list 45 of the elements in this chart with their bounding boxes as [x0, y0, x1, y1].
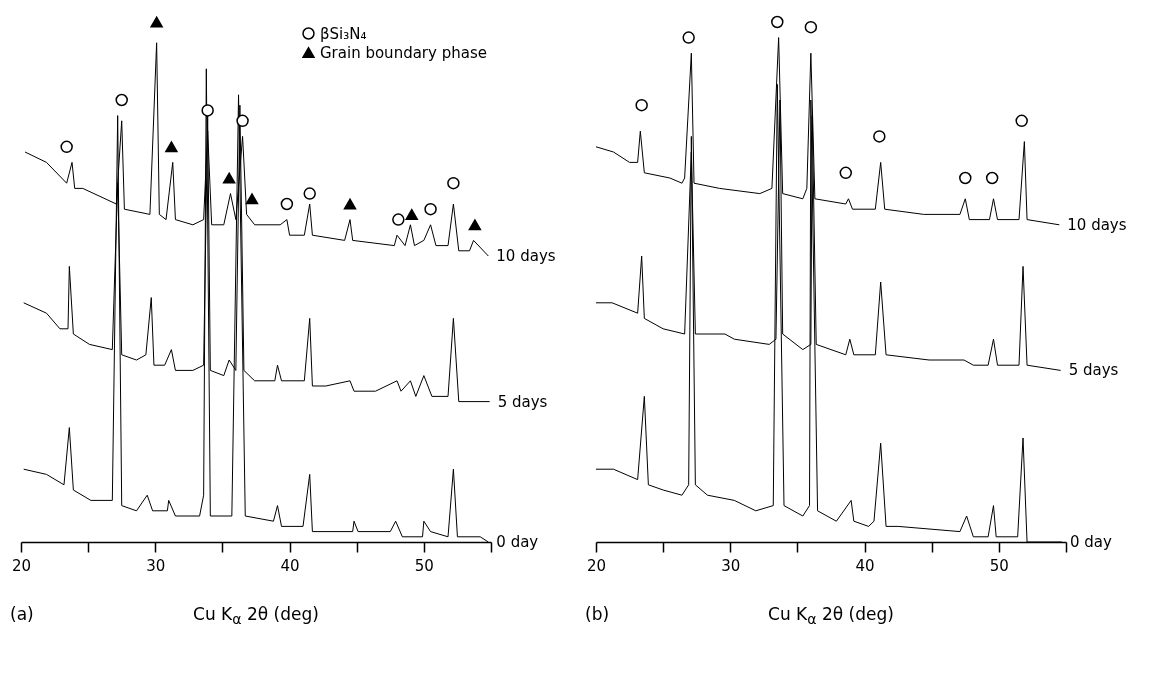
series-label: 5 days [497, 392, 548, 411]
point [873, 130, 886, 143]
x-tick-label: 50 [989, 556, 1009, 575]
point [424, 202, 437, 216]
point [635, 98, 648, 112]
series-label: 5 days [1068, 361, 1119, 380]
point [1015, 114, 1028, 128]
x-tick-label: 30 [146, 556, 166, 575]
legend-label: Grain boundary phase [320, 43, 487, 62]
x-tick-label: 50 [414, 556, 434, 575]
x-axis-title: Cu K$_{α}$ 2θ (deg) [768, 604, 894, 628]
point [222, 172, 236, 184]
point [236, 114, 249, 128]
point [392, 213, 405, 226]
point [804, 20, 818, 34]
point [468, 219, 482, 231]
text: (a) [10, 604, 34, 624]
series-label: 0 day [1069, 533, 1112, 551]
point [201, 104, 214, 117]
series-label: 0 day [496, 533, 539, 551]
x-tick-label: 40 [280, 556, 300, 575]
point [245, 193, 259, 205]
point [303, 187, 316, 200]
point [280, 197, 294, 211]
point [985, 171, 999, 185]
x-tick-label: 20 [586, 556, 607, 575]
x-tick-label: 30 [721, 556, 741, 575]
x-tick-label: 40 [855, 556, 875, 575]
x-tick-label: 20 [11, 556, 32, 575]
legend-label: βSi₃N₄ [320, 24, 367, 43]
text: (b) [585, 604, 610, 624]
series-label: 10 days [1067, 215, 1127, 234]
point [150, 16, 163, 28]
point [165, 141, 178, 153]
x-axis-title: Cu K$_{α}$ 2θ (deg) [193, 604, 319, 628]
series-label: 10 days [496, 247, 556, 265]
point [771, 15, 784, 29]
point [405, 208, 418, 220]
point [839, 166, 852, 180]
point [343, 198, 357, 210]
point [959, 171, 972, 185]
point [115, 93, 128, 107]
point [60, 140, 73, 154]
point [682, 31, 695, 44]
point [447, 176, 460, 190]
